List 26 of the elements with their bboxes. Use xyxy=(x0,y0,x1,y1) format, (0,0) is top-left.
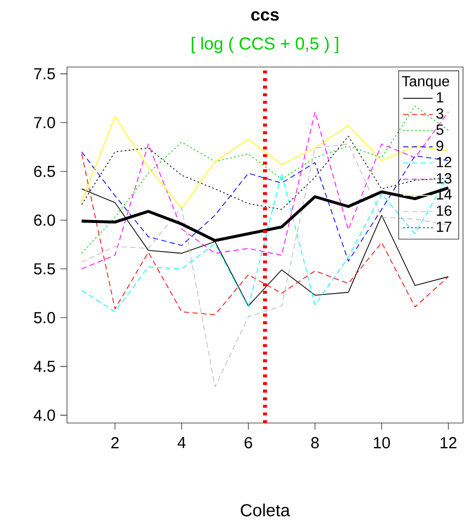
y-tick-label: 5.5 xyxy=(34,263,55,274)
legend-label: 3 xyxy=(436,108,444,119)
legend-label: 17 xyxy=(436,222,452,232)
legend-title: Tanque xyxy=(402,76,450,90)
legend-label: 12 xyxy=(436,156,452,168)
y-tick-label: 7.0 xyxy=(34,116,55,128)
legend-label: 1 xyxy=(436,92,444,102)
y-tick-label: 5.0 xyxy=(34,312,55,324)
chart-subtitle: [ log ( CCS + 0,5 ) ] xyxy=(192,36,338,54)
x-tick-label: 6 xyxy=(244,437,252,448)
x-axis-title: Coleta xyxy=(240,504,290,516)
x-tick-label: 10 xyxy=(374,437,390,448)
y-tick-label: 4.0 xyxy=(34,410,55,421)
x-tick-label: 2 xyxy=(111,437,119,448)
y-tick-label: 6.5 xyxy=(34,166,55,178)
legend-label: 9 xyxy=(436,140,444,152)
x-tick-label: 12 xyxy=(440,437,456,448)
legend-label: 5 xyxy=(436,124,444,135)
legend-label: 13 xyxy=(436,173,452,184)
x-tick-label: 8 xyxy=(311,437,319,448)
legend-label: 16 xyxy=(436,205,452,216)
x-tick-label: 4 xyxy=(178,437,186,448)
y-tick-label: 7.5 xyxy=(34,68,55,80)
y-tick-label: 6.0 xyxy=(34,214,55,226)
y-tick-label: 4.5 xyxy=(34,360,55,372)
chart-title: ccs xyxy=(251,11,279,21)
